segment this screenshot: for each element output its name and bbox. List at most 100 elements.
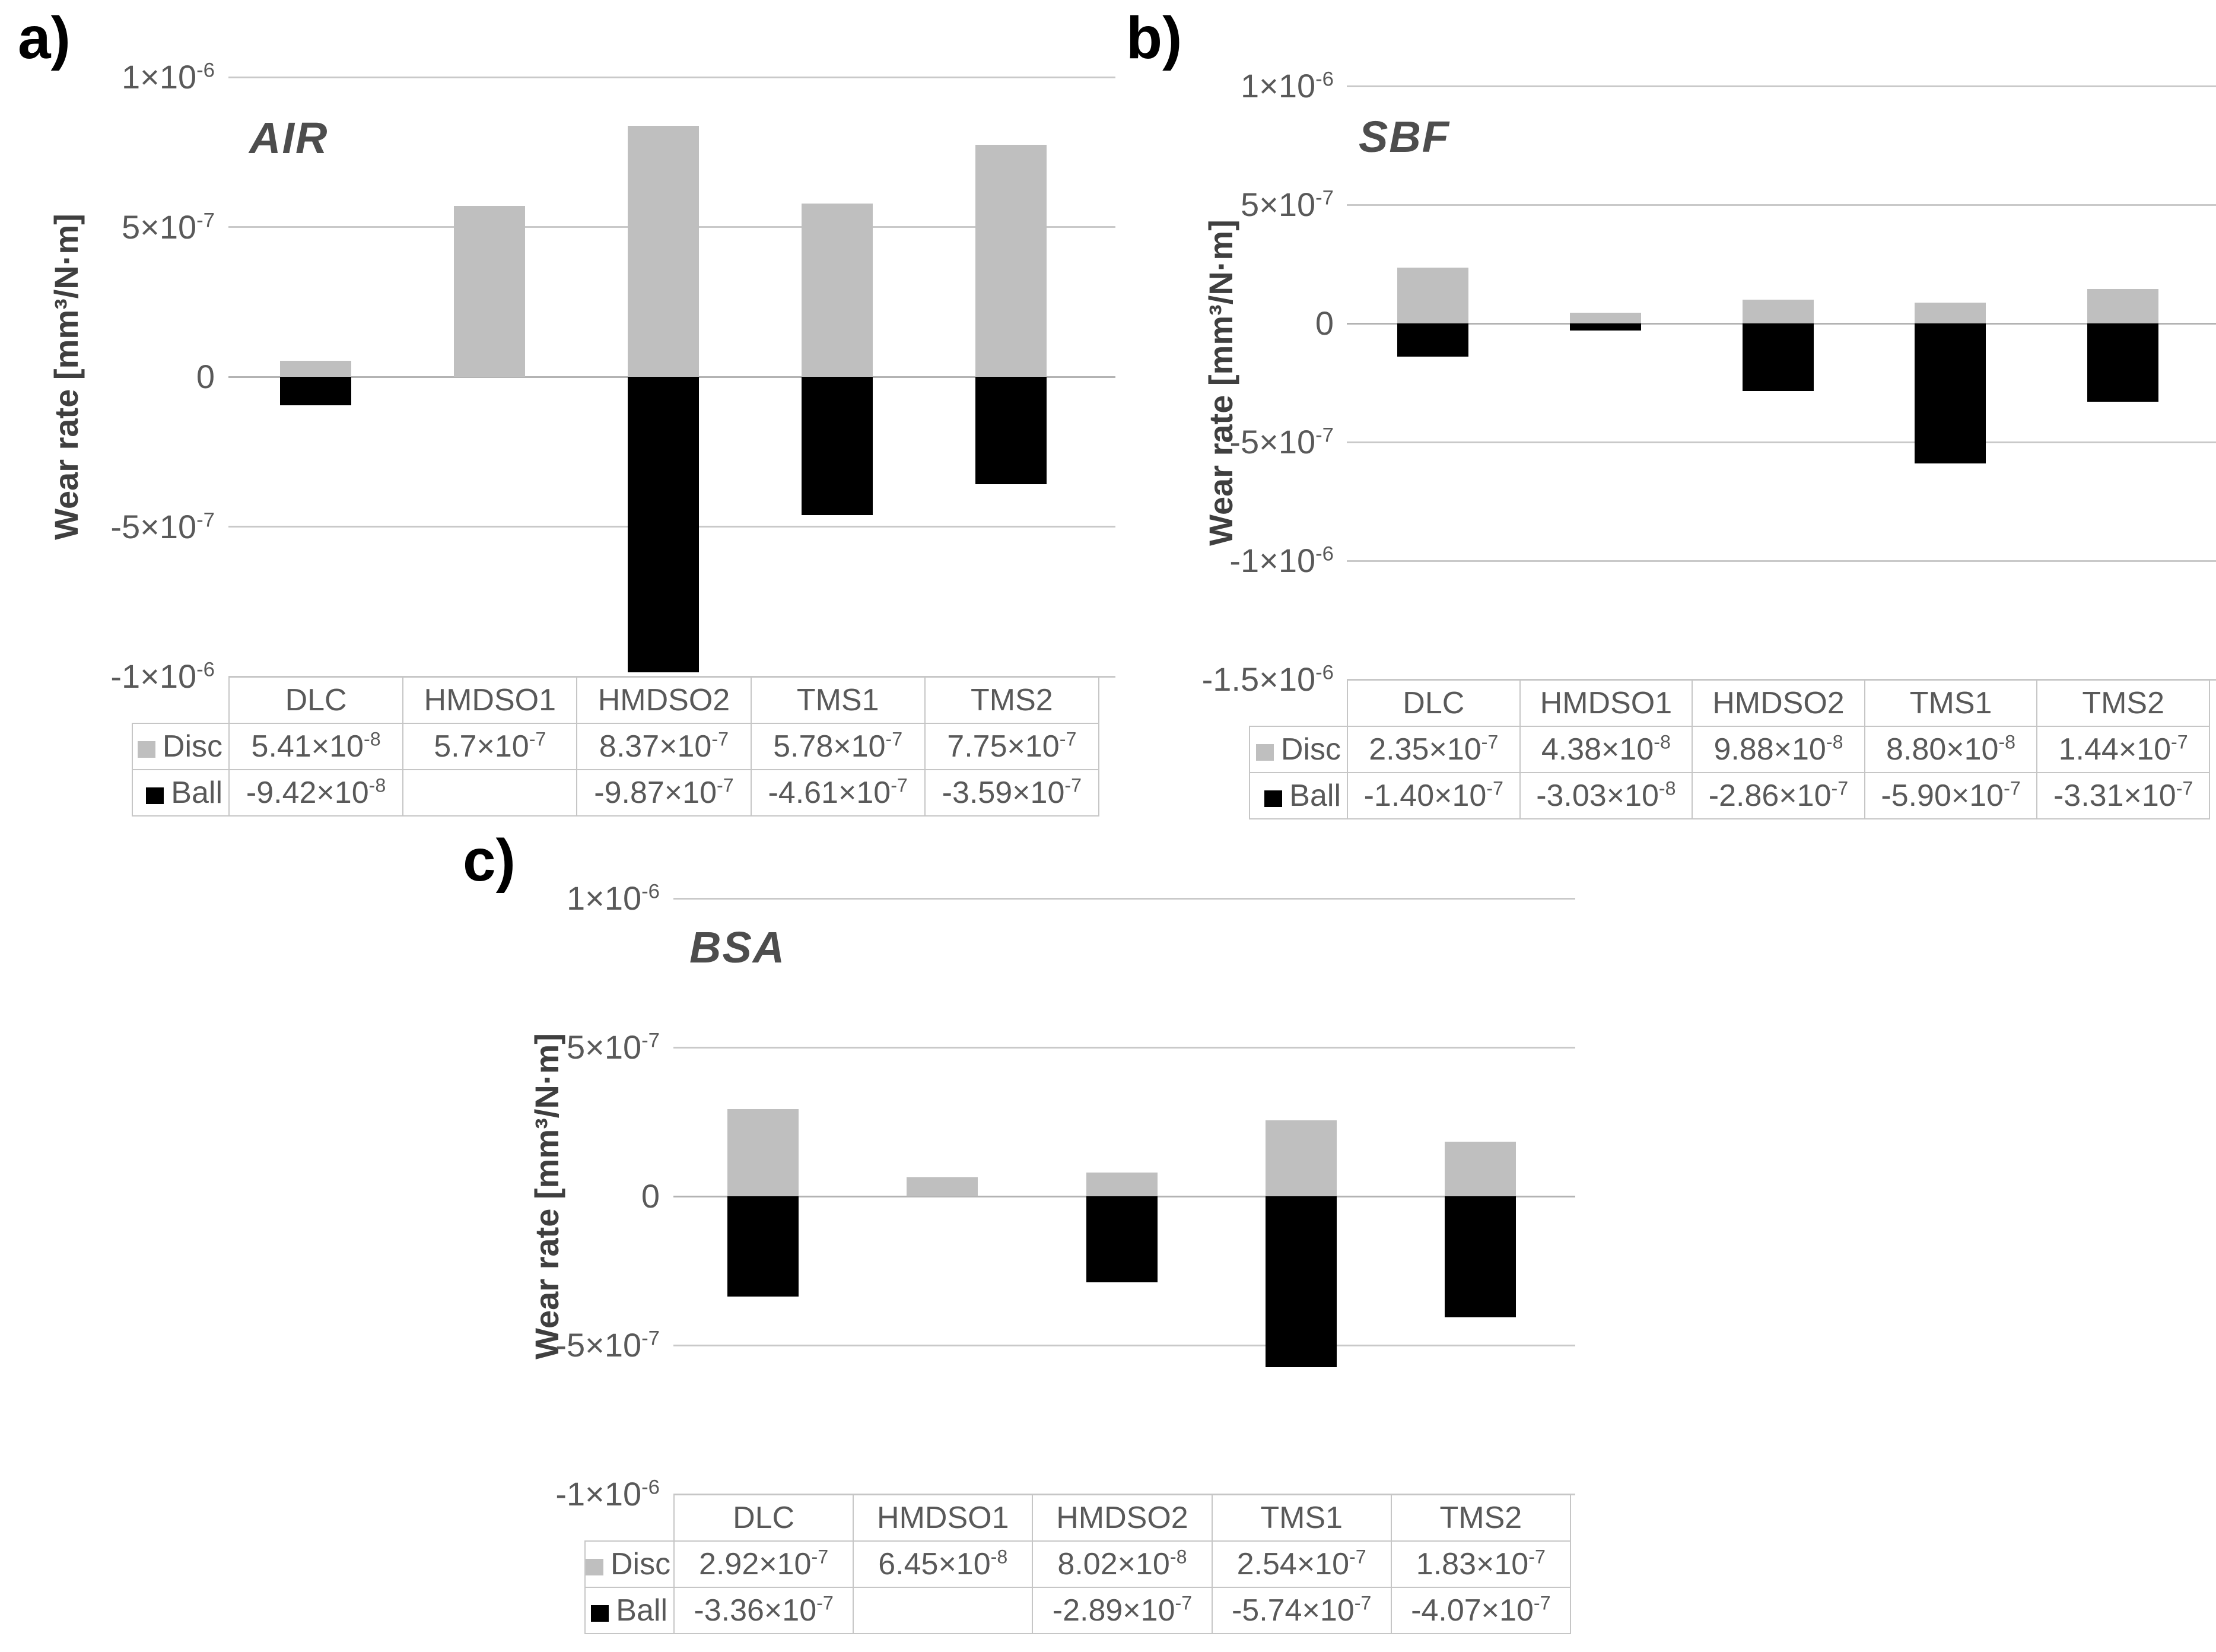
series-name: Ball: [616, 1593, 667, 1628]
gridline: [673, 897, 1575, 900]
ball-bar-hmdso2: [628, 377, 699, 673]
ball-bar-dlc: [279, 377, 351, 405]
y-tick-label: 0: [196, 358, 215, 395]
y-tick-label: -1×10-6: [1229, 542, 1334, 579]
disc-bar-dlc: [727, 1109, 799, 1196]
series-name: Disc: [611, 1547, 671, 1581]
chart-title-air: AIR: [249, 113, 329, 163]
y-tick-label: 0: [1315, 304, 1334, 342]
value-cell: 2.54×10-7: [1211, 1540, 1392, 1588]
gridline: [228, 226, 1115, 228]
value-cell: -3.59×10-7: [924, 769, 1099, 817]
category-header: HMDSO1: [853, 1494, 1034, 1542]
series-name: Ball: [171, 776, 222, 810]
value-cell: -5.74×10-7: [1211, 1587, 1392, 1634]
y-tick-label: 1×10-6: [1240, 67, 1334, 104]
table-corner-cell: [1250, 680, 1347, 726]
disc-bar-hmdso2: [1742, 300, 1814, 323]
value-cell: 6.45×10-8: [853, 1540, 1034, 1588]
y-axis-title: Wear rate [mm³/N·m]: [528, 1033, 565, 1359]
disc-bar-hmdso1: [1569, 313, 1641, 323]
value-cell: -1.40×10-7: [1347, 772, 1521, 819]
value-cell: 7.75×10-7: [924, 723, 1099, 770]
value-cell: 8.80×10-8: [1864, 726, 2038, 773]
y-tick-label: -1×10-6: [110, 657, 215, 695]
value-cell: -3.31×10-7: [2036, 772, 2210, 819]
gridline: [1347, 204, 2216, 206]
disc-swatch-icon: [137, 741, 155, 758]
legend-key-ball: Ball: [584, 1587, 675, 1634]
panel-label-b: b): [1126, 5, 1182, 71]
ball-bar-tms2: [2087, 323, 2158, 402]
y-tick-label: 1×10-6: [566, 879, 660, 917]
gridline: [1347, 441, 2216, 443]
legend-key-ball: Ball: [132, 769, 230, 817]
category-header: TMS2: [924, 676, 1099, 724]
value-cell: 1.44×10-7: [2036, 726, 2210, 773]
legend-key-ball: Ball: [1249, 772, 1348, 819]
disc-bar-tms2: [975, 144, 1047, 377]
ball-bar-tms2: [975, 377, 1047, 485]
disc-bar-hmdso1: [453, 206, 525, 377]
y-tick-label: -1×10-6: [555, 1475, 660, 1513]
gridline: [1347, 678, 2216, 681]
y-tick-label: 5×10-7: [1240, 186, 1334, 223]
y-tick-label: -5×10-7: [555, 1326, 660, 1364]
value-cell: 4.38×10-8: [1519, 726, 1693, 773]
value-cell: -4.07×10-7: [1390, 1587, 1571, 1634]
disc-swatch-icon: [1255, 744, 1274, 761]
ball-bar-dlc: [727, 1196, 799, 1297]
value-cell: 5.78×10-7: [750, 723, 926, 770]
table-corner-cell: [585, 1495, 674, 1541]
category-header: TMS2: [1390, 1494, 1571, 1542]
value-cell: -9.42×10-8: [228, 769, 404, 817]
disc-bar-tms1: [802, 204, 873, 377]
gridline: [228, 675, 1115, 678]
gridline: [673, 1493, 1575, 1495]
value-cell: 1.83×10-7: [1390, 1540, 1571, 1588]
y-tick-label: -5×10-7: [110, 507, 215, 545]
gridline: [228, 526, 1115, 528]
category-header: HMDSO2: [1032, 1494, 1213, 1542]
ball-bar-tms1: [1915, 323, 1986, 463]
value-cell: 9.88×10-8: [1692, 726, 1865, 773]
value-cell: -2.86×10-7: [1692, 772, 1865, 819]
legend-key-disc: Disc: [584, 1540, 675, 1588]
series-name: Disc: [162, 729, 222, 764]
series-name: Ball: [1289, 779, 1341, 813]
value-cell: -9.87×10-7: [576, 769, 752, 817]
category-header: DLC: [228, 676, 404, 724]
ball-bar-hmdso2: [1086, 1196, 1158, 1283]
disc-bar-hmdso1: [907, 1177, 978, 1196]
zero-axis-line: [1347, 322, 2216, 325]
data-table: DLC HMDSO1 HMDSO2 TMS1 TMS2 Disc 2.92×10-7 6.45…: [584, 1494, 1571, 1634]
ball-swatch-icon: [591, 1605, 609, 1622]
ball-bar-tms1: [802, 377, 873, 515]
gridline: [1347, 85, 2216, 87]
value-cell: 5.7×10-7: [402, 723, 578, 770]
value-cell: 5.41×10-8: [228, 723, 404, 770]
disc-bar-dlc: [279, 360, 351, 377]
disc-bar-dlc: [1397, 268, 1469, 323]
ball-swatch-icon: [146, 787, 164, 804]
zero-axis-line: [673, 1195, 1575, 1197]
zero-axis-line: [228, 376, 1115, 378]
disc-bar-tms2: [2087, 289, 2158, 323]
disc-bar-tms2: [1444, 1142, 1516, 1196]
ball-bar-tms1: [1265, 1196, 1337, 1368]
category-header: TMS1: [1211, 1494, 1392, 1542]
y-tick-label: 5×10-7: [566, 1028, 660, 1066]
y-tick-label: -5×10-7: [1229, 423, 1334, 460]
ball-bar-dlc: [1397, 323, 1469, 357]
value-cell: [402, 769, 578, 817]
category-header: TMS2: [2036, 679, 2210, 727]
series-name: Disc: [1280, 732, 1341, 767]
value-cell: -5.90×10-7: [1864, 772, 2038, 819]
gridline: [1347, 560, 2216, 562]
value-cell: -2.89×10-7: [1032, 1587, 1213, 1634]
category-header: TMS1: [750, 676, 926, 724]
category-header: TMS1: [1864, 679, 2038, 727]
disc-bar-tms1: [1915, 302, 1986, 323]
